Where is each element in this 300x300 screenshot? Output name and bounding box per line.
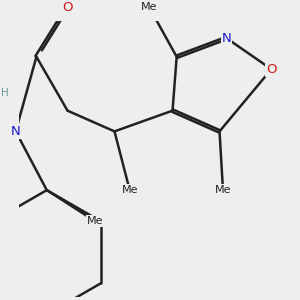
Text: Me: Me xyxy=(215,185,231,195)
Text: H: H xyxy=(2,88,9,98)
Text: N: N xyxy=(222,32,231,45)
Text: O: O xyxy=(62,1,73,13)
Text: Me: Me xyxy=(87,216,104,226)
Text: O: O xyxy=(266,63,277,76)
Text: Me: Me xyxy=(141,2,157,12)
Text: Me: Me xyxy=(122,185,138,195)
Text: N: N xyxy=(11,125,21,138)
